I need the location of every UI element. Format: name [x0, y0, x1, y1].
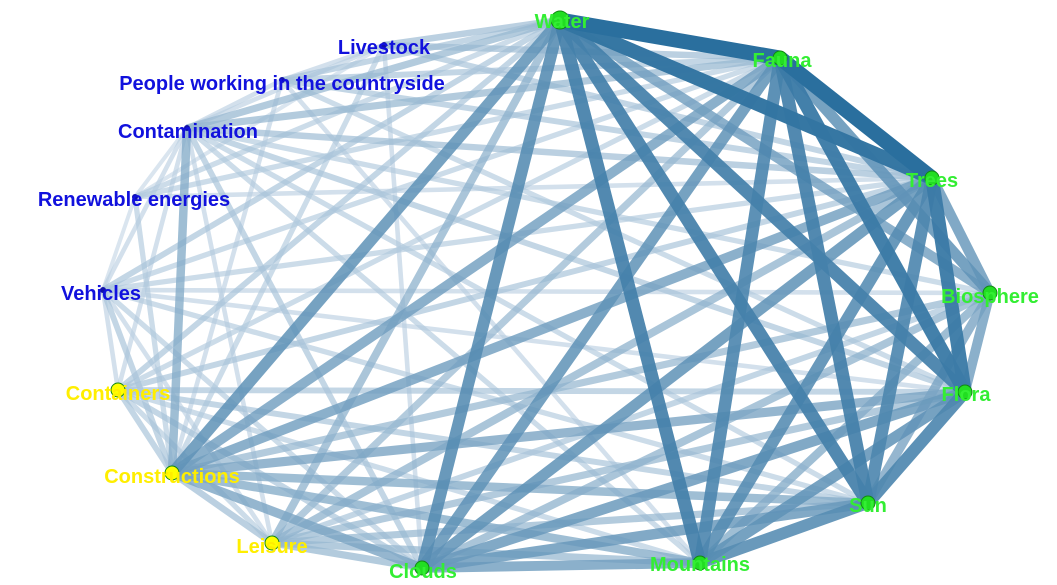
edge-vehicles-renewable [101, 196, 137, 291]
edge-trees-people [281, 77, 933, 181]
edge-water-fauna [558, 12, 782, 66]
edge-fauna-clouds [417, 54, 785, 572]
node-label-sun: Sun [849, 495, 887, 517]
edge-water-clouds [416, 18, 566, 570]
node-sun [860, 495, 876, 511]
edge-clouds-contamination [184, 126, 425, 570]
edge-trees-clouds [418, 173, 936, 573]
edge-flora-mountains [696, 387, 969, 568]
edge-fauna-biosphere [775, 54, 995, 297]
label-layer: Water Fauna Trees Biosphere Flora Sun Mountain… [38, 11, 1039, 583]
node-label-vehicles: Vehicles [61, 283, 141, 305]
edge-constructions-containers [115, 388, 175, 475]
node-flora [957, 384, 973, 400]
edge-flora-clouds [420, 387, 967, 573]
node-mountains [692, 555, 708, 571]
edge-water-constructions [167, 16, 565, 477]
edge-layer [100, 12, 995, 574]
edge-flora-sun [863, 387, 970, 508]
edge-vehicles-contamination [100, 126, 190, 292]
edge-biosphere-contamination [186, 125, 991, 296]
edge-fauna-sun [773, 56, 875, 505]
edge-flora-constructions [171, 387, 966, 478]
node-trees [924, 170, 940, 186]
node-label-mountains: Mountains [650, 554, 750, 576]
edge-water-contamination [185, 16, 562, 132]
edge-water-containers [116, 17, 562, 393]
edge-trees-constructions [170, 173, 934, 478]
edge-containers-vehicles [100, 289, 121, 391]
edge-trees-mountains [694, 174, 938, 567]
node-renewable [132, 194, 138, 200]
node-label-constructions: Constructions [104, 466, 240, 488]
edge-trees-containers [117, 175, 933, 393]
node-people [279, 77, 285, 83]
node-biosphere [982, 285, 998, 301]
edge-fauna-flora [774, 54, 971, 396]
node-layer [100, 10, 998, 576]
node-leisure [264, 535, 280, 551]
edge-water-flora [555, 15, 970, 397]
edge-contamination-livestock [186, 42, 385, 131]
node-label-containers: Containers [66, 383, 170, 405]
edge-trees-flora [925, 176, 972, 394]
edge-water-mountains [553, 18, 707, 565]
node-livestock [381, 42, 387, 48]
edge-biosphere-vehicles [102, 287, 991, 296]
edge-clouds-constructions [170, 468, 424, 573]
node-label-clouds: Clouds [389, 561, 457, 583]
edge-mountains-clouds [421, 558, 701, 573]
node-label-people: People working in the countryside [119, 73, 445, 95]
edge-sun-clouds [421, 497, 869, 574]
node-label-biosphere: Biosphere [941, 286, 1039, 308]
node-water [550, 10, 570, 30]
edge-leisure-constructions [170, 470, 274, 546]
edge-clouds-leisure [271, 539, 423, 572]
node-label-contamination: Contamination [118, 121, 258, 143]
node-contamination [184, 125, 190, 131]
edge-constructions-vehicles [100, 288, 175, 475]
edge-water-livestock [383, 16, 561, 49]
edge-sun-mountains [698, 497, 870, 569]
node-label-leisure: Leisure [236, 536, 307, 558]
node-constructions [164, 465, 180, 481]
edge-water-trees [557, 13, 935, 185]
edge-biosphere-leisure [271, 290, 991, 546]
node-label-renewable: Renewable energies [38, 189, 230, 211]
edge-fauna-vehicles [102, 55, 781, 293]
node-clouds [414, 560, 430, 576]
edge-constructions-renewable [132, 196, 175, 474]
edge-constructions-contamination [167, 127, 192, 474]
node-label-flora: Flora [942, 384, 992, 406]
node-label-livestock: Livestock [338, 37, 431, 59]
node-label-water: Water [535, 11, 590, 33]
node-label-trees: Trees [906, 170, 958, 192]
edge-biosphere-constructions [171, 289, 991, 477]
edge-contamination-renewable [133, 126, 189, 199]
node-label-fauna: Fauna [753, 50, 813, 72]
node-containers [110, 382, 126, 398]
node-vehicles [100, 287, 106, 293]
edge-fauna-trees [775, 52, 937, 184]
node-fauna [772, 50, 788, 66]
edge-water-sun [554, 16, 874, 507]
